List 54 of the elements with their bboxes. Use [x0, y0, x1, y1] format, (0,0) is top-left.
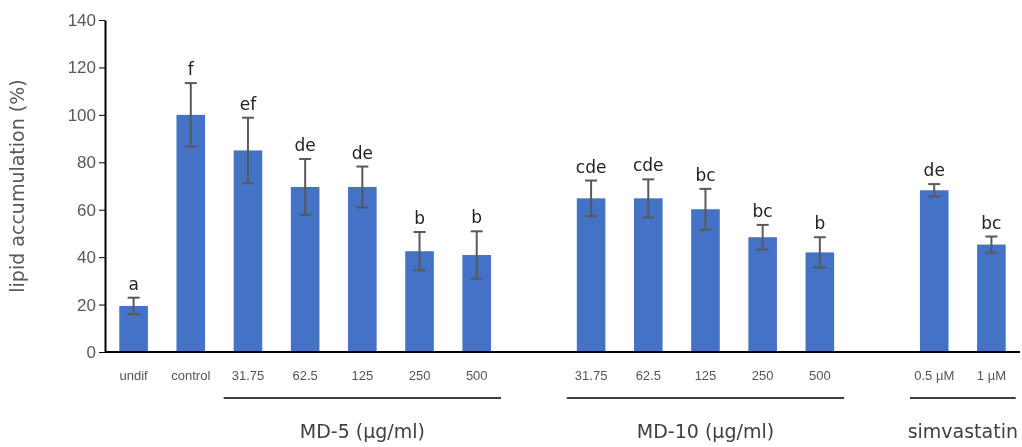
x-tick-label: 500: [808, 367, 831, 383]
bar: [176, 114, 206, 352]
x-tick-label: 125: [351, 367, 374, 383]
data-label: cde: [632, 155, 664, 176]
y-tick-label: 20: [77, 295, 96, 315]
data-label: bc: [752, 200, 773, 221]
text: MD-10 (µg/ml): [636, 420, 775, 442]
x-tick-label: 250: [408, 367, 431, 383]
y-tick-label: 120: [67, 58, 96, 78]
x-tick-label: 250: [751, 367, 774, 383]
bar: [290, 186, 320, 352]
x-tick-label: control: [171, 367, 211, 383]
y-tick-label: 80: [77, 153, 96, 173]
bar: [405, 251, 434, 352]
x-tick-label: 1 µM: [976, 367, 1006, 383]
x-tick-label: 62.5: [292, 367, 318, 383]
data-label: bc: [981, 212, 1002, 233]
bar: [119, 305, 148, 352]
data-label: a: [128, 273, 139, 294]
x-tick-label: 31.75: [574, 367, 608, 383]
text: simvastatin: [907, 420, 1018, 442]
x-tick-label: 125: [694, 367, 717, 383]
bar: [919, 190, 949, 352]
bar: [348, 186, 377, 352]
y-tick-label: 0: [86, 342, 96, 362]
data-label: cde: [575, 156, 607, 177]
x-tick-label: 500: [465, 367, 488, 383]
bar: [576, 198, 606, 352]
data-label: b: [414, 208, 425, 229]
bar: [633, 198, 663, 352]
data-label: b: [471, 207, 483, 228]
y-tick-label: 140: [67, 10, 96, 30]
data-label: f: [187, 59, 195, 80]
bar: [462, 255, 492, 352]
x-tick-label: 62.5: [635, 367, 661, 383]
data-label: ef: [239, 93, 258, 114]
x-tick-label: undif: [119, 367, 149, 383]
y-tick-label: 100: [67, 105, 96, 125]
bar: [691, 209, 720, 352]
bar: [748, 237, 777, 352]
y-tick-label: 60: [77, 200, 96, 220]
data-label: bc: [695, 164, 716, 185]
bar: [233, 150, 263, 352]
data-label: de: [351, 142, 373, 163]
x-tick-label: 31.75: [231, 367, 265, 383]
y-axis-title: lipid accumulation (%): [6, 79, 28, 293]
bar: [805, 252, 835, 352]
text: MD-5 (µg/ml): [299, 420, 425, 442]
data-label: de: [923, 160, 945, 181]
data-label: de: [294, 134, 316, 155]
data-label: b: [814, 213, 826, 234]
y-tick-label: 40: [77, 248, 96, 268]
x-tick-label: 0.5 µM: [914, 367, 955, 383]
bar: [977, 244, 1006, 352]
